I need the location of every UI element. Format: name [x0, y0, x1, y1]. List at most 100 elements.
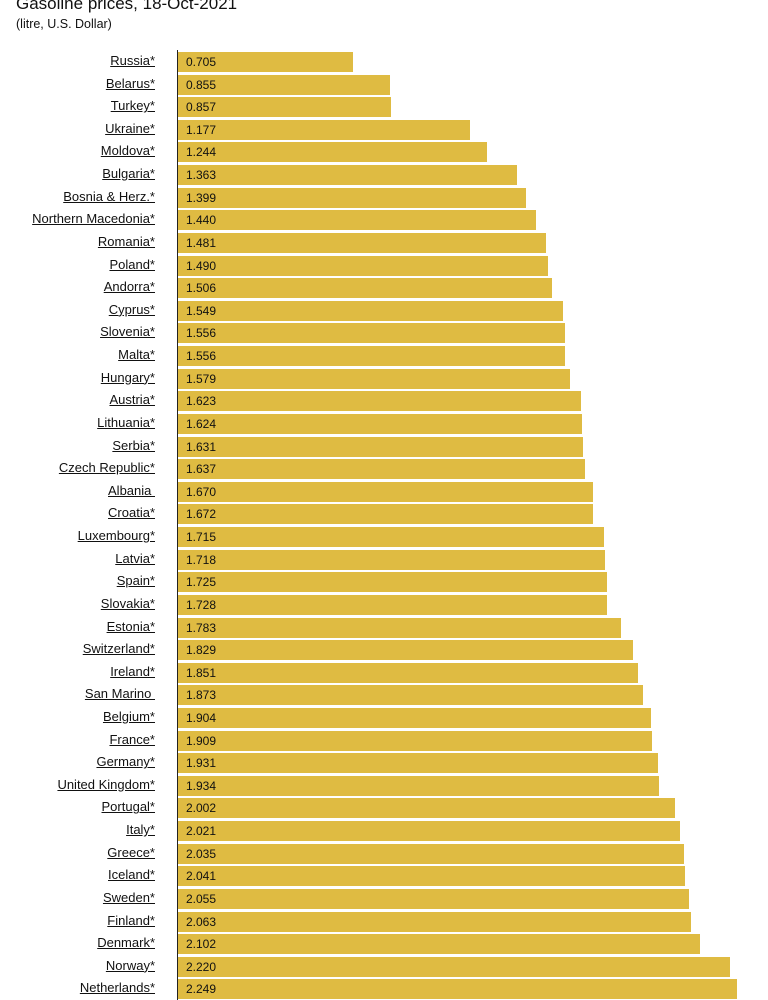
bar — [178, 956, 730, 977]
bar — [178, 888, 689, 909]
country-label[interactable]: Denmark* — [97, 935, 155, 951]
country-label[interactable]: Estonia* — [106, 618, 155, 634]
country-label[interactable]: Albania — [108, 482, 155, 498]
country-label[interactable]: Moldova* — [100, 143, 155, 159]
bar — [178, 662, 638, 683]
country-label[interactable]: Ukraine* — [105, 120, 155, 136]
bar-value-label: 1.631 — [186, 439, 217, 454]
bar — [178, 413, 582, 434]
bar — [178, 97, 391, 118]
country-label[interactable]: Northern Macedonia* — [32, 211, 155, 227]
country-label[interactable]: Czech Republic* — [58, 460, 155, 476]
country-label[interactable]: Cyprus* — [108, 301, 155, 317]
bar — [178, 119, 471, 140]
bar — [178, 753, 658, 774]
bar — [178, 278, 553, 299]
bar-value-label: 1.725 — [186, 575, 217, 590]
country-label[interactable]: Bulgaria* — [102, 166, 155, 182]
country-label[interactable]: Turkey* — [110, 98, 155, 114]
bar-value-label: 1.440 — [186, 213, 217, 228]
bar — [178, 617, 622, 638]
bar-value-label: 1.579 — [186, 371, 217, 386]
bar — [178, 707, 652, 728]
bar-value-label: 1.934 — [186, 778, 217, 793]
bar — [178, 594, 608, 615]
country-label[interactable]: Malta* — [118, 347, 155, 363]
country-label[interactable]: Greece* — [107, 844, 155, 860]
bar — [178, 527, 605, 548]
bar — [178, 775, 659, 796]
bar — [178, 481, 593, 502]
bar — [178, 911, 691, 932]
country-label[interactable]: Croatia* — [108, 505, 155, 521]
bar — [178, 255, 549, 276]
bar-value-label: 1.873 — [186, 688, 217, 703]
country-label[interactable]: Austria* — [109, 392, 155, 408]
country-label[interactable]: Belgium* — [102, 708, 155, 724]
country-label[interactable]: United Kingdom* — [57, 776, 155, 792]
bar — [178, 323, 565, 344]
country-label[interactable]: Germany* — [96, 754, 155, 770]
bar-value-label: 0.855 — [186, 77, 217, 92]
bar-value-label: 0.857 — [186, 100, 217, 115]
country-label[interactable]: Slovenia* — [100, 324, 155, 340]
country-label[interactable]: Switzerland* — [82, 641, 155, 657]
country-label[interactable]: Andorra* — [103, 279, 155, 295]
bar — [178, 843, 684, 864]
bar-value-label: 1.829 — [186, 643, 217, 658]
bar — [178, 391, 582, 412]
country-label[interactable]: Luxembourg* — [77, 528, 155, 544]
country-label[interactable]: Belarus* — [105, 75, 155, 91]
country-label[interactable]: Poland* — [109, 256, 155, 272]
bar-value-label: 1.481 — [186, 235, 217, 250]
country-label[interactable]: Hungary* — [100, 369, 155, 385]
bar — [178, 74, 391, 95]
country-label[interactable]: Ireland* — [110, 663, 155, 679]
country-label[interactable]: France* — [109, 731, 155, 747]
bar — [178, 685, 644, 706]
country-label[interactable]: Spain* — [116, 573, 155, 589]
country-label[interactable]: Latvia* — [115, 550, 155, 566]
bar-value-label: 2.041 — [186, 869, 217, 884]
bar-value-label: 1.637 — [186, 462, 217, 477]
bar-value-label: 1.623 — [186, 394, 217, 409]
bar-value-label: 1.909 — [186, 733, 217, 748]
bar — [178, 232, 547, 253]
bar-value-label: 1.363 — [186, 168, 217, 183]
y-axis-line — [177, 50, 178, 1000]
country-label[interactable]: Russia* — [110, 53, 155, 68]
bar — [178, 187, 526, 208]
bar-value-label: 1.904 — [186, 710, 217, 725]
bar — [178, 730, 653, 751]
country-label[interactable]: Serbia* — [112, 437, 155, 453]
country-label[interactable]: Italy* — [126, 822, 155, 838]
bar-value-label: 2.063 — [186, 914, 217, 929]
bar-value-label: 2.002 — [186, 801, 217, 816]
country-label[interactable]: Romania* — [97, 233, 155, 249]
bar-value-label: 1.931 — [186, 756, 217, 771]
country-label[interactable]: Netherlands* — [79, 980, 155, 996]
country-label[interactable]: Sweden* — [102, 889, 155, 905]
country-label[interactable]: Iceland* — [108, 867, 155, 883]
country-label[interactable]: Portugal* — [101, 799, 155, 815]
country-label[interactable]: San Marino — [84, 686, 155, 702]
chart-subtitle: (litre, U.S. Dollar) — [16, 17, 112, 31]
bar — [178, 368, 571, 389]
bar — [178, 459, 585, 480]
bar — [178, 165, 517, 186]
bar-value-label: 1.783 — [186, 620, 217, 635]
bar-value-label: 1.549 — [186, 303, 217, 318]
country-label[interactable]: Slovakia* — [100, 595, 155, 611]
country-label[interactable]: Bosnia & Herz.* — [63, 188, 155, 204]
chart-title: Gasoline prices, 18-Oct-2021 — [16, 0, 238, 13]
bar — [178, 979, 737, 1000]
bar-value-label: 1.506 — [186, 281, 217, 296]
country-label[interactable]: Finland* — [107, 912, 155, 928]
bar — [178, 52, 354, 72]
bar — [178, 640, 633, 661]
bar — [178, 142, 488, 163]
bar-value-label: 1.715 — [186, 530, 217, 545]
bar — [178, 436, 584, 457]
country-label[interactable]: Norway* — [105, 957, 155, 973]
country-label[interactable]: Lithuania* — [97, 414, 155, 430]
